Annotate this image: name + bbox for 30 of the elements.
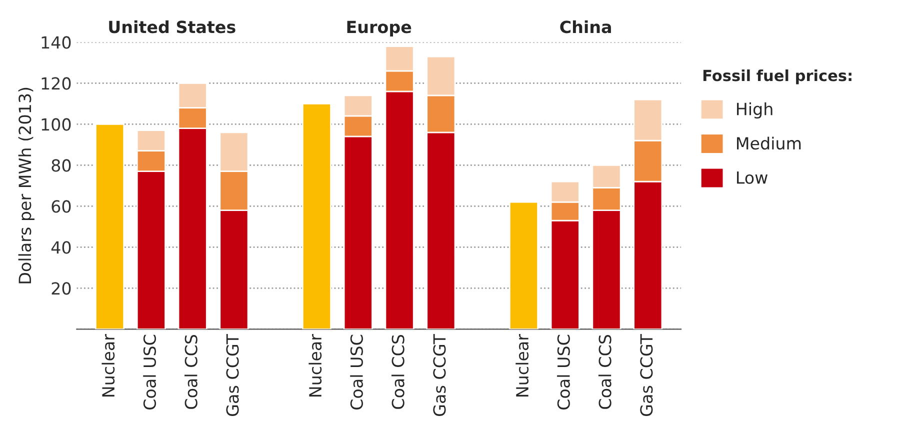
y-tick-label: 60	[52, 200, 71, 213]
y-axis-title: Dollars per MWh (2013)	[18, 88, 34, 284]
y-tick-label: 120	[42, 77, 71, 90]
x-tick-label: Coal CCS	[391, 334, 404, 409]
bar	[95, 123, 125, 330]
y-tick-label: 140	[42, 36, 71, 49]
y-tick-label: 40	[51, 241, 71, 254]
x-tick-label: Coal USC	[350, 334, 363, 410]
x-tick-label: Gas CCGT	[433, 334, 446, 416]
x-tick-label: Nuclear	[102, 334, 115, 397]
x-tick-label: Nuclear	[308, 334, 322, 397]
legend-label: Medium	[737, 136, 801, 150]
x-tick-label: Gas CCGT	[226, 334, 239, 416]
x-tick-label: Coal USC	[143, 334, 156, 410]
x-tick-label: Nuclear	[516, 334, 529, 397]
text: Europe	[347, 20, 412, 36]
x-tick-label: Coal CCS	[184, 334, 198, 409]
text: United States	[109, 20, 236, 34]
y-tick-label: 100	[42, 118, 71, 131]
legend-label: High	[737, 102, 772, 119]
x-tick-label: Coal CCS	[598, 334, 612, 409]
x-tick-label: Coal USC	[557, 334, 570, 410]
y-tick-label: 80	[52, 159, 71, 172]
y-tick-label: 20	[52, 282, 71, 295]
text: China	[560, 20, 611, 34]
bar	[302, 102, 332, 330]
legend-title: Fossil fuel prices:	[703, 69, 852, 84]
x-tick-label: Gas CCGT	[640, 334, 653, 416]
legend-label: Low	[737, 172, 768, 184]
bar	[508, 201, 538, 330]
